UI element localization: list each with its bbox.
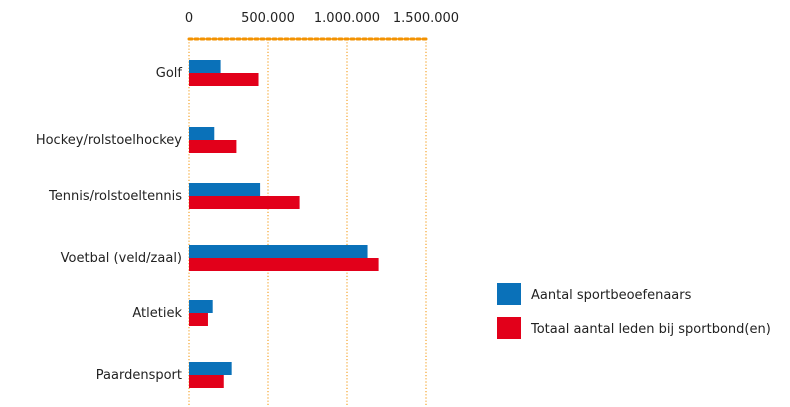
- bar: [189, 60, 221, 73]
- bar: [189, 140, 237, 153]
- legend-label: Aantal sportbeoefenaars: [531, 288, 692, 303]
- bar: [189, 375, 224, 388]
- bar: [189, 196, 300, 209]
- category-label: Tennis/rolstoeltennis: [48, 189, 182, 204]
- bar: [189, 258, 379, 271]
- category-label: Voetbal (veld/zaal): [61, 251, 182, 266]
- bar: [189, 245, 368, 258]
- x-tick-label: 1.500.000: [393, 11, 459, 26]
- bar: [189, 300, 213, 313]
- bar: [189, 313, 208, 326]
- legend-swatch: [497, 317, 521, 339]
- bar: [189, 362, 232, 375]
- category-label: Hockey/rolstoelhockey: [36, 133, 182, 148]
- x-tick-label: 500.000: [241, 11, 295, 26]
- bar: [189, 127, 215, 140]
- legend-label: Totaal aantal leden bij sportbond(en): [530, 322, 771, 337]
- bar: [189, 73, 259, 86]
- x-tick-label: 1.000.000: [314, 11, 380, 26]
- category-label: Paardensport: [96, 368, 182, 383]
- category-label: Atletiek: [132, 306, 182, 321]
- bar: [189, 183, 261, 196]
- x-tick-label: 0: [185, 11, 193, 26]
- category-label: Golf: [156, 66, 183, 81]
- legend-swatch: [497, 283, 521, 305]
